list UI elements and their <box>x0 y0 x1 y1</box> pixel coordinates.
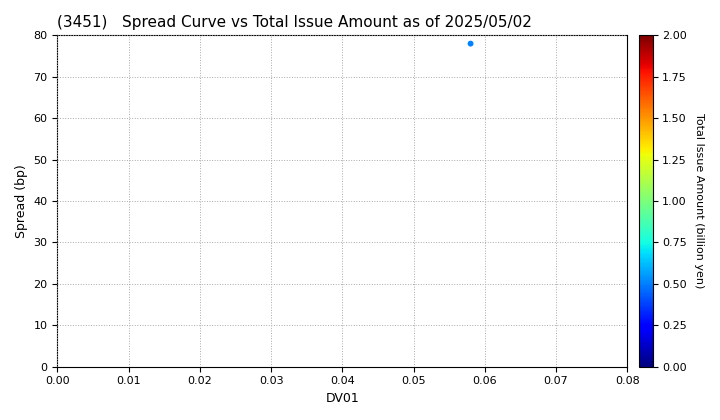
Point <box>465 40 477 47</box>
Y-axis label: Spread (bp): Spread (bp) <box>15 164 28 238</box>
Text: (3451)   Spread Curve vs Total Issue Amount as of 2025/05/02: (3451) Spread Curve vs Total Issue Amoun… <box>58 15 532 30</box>
Y-axis label: Total Issue Amount (billion yen): Total Issue Amount (billion yen) <box>694 113 703 289</box>
X-axis label: DV01: DV01 <box>325 392 359 405</box>
